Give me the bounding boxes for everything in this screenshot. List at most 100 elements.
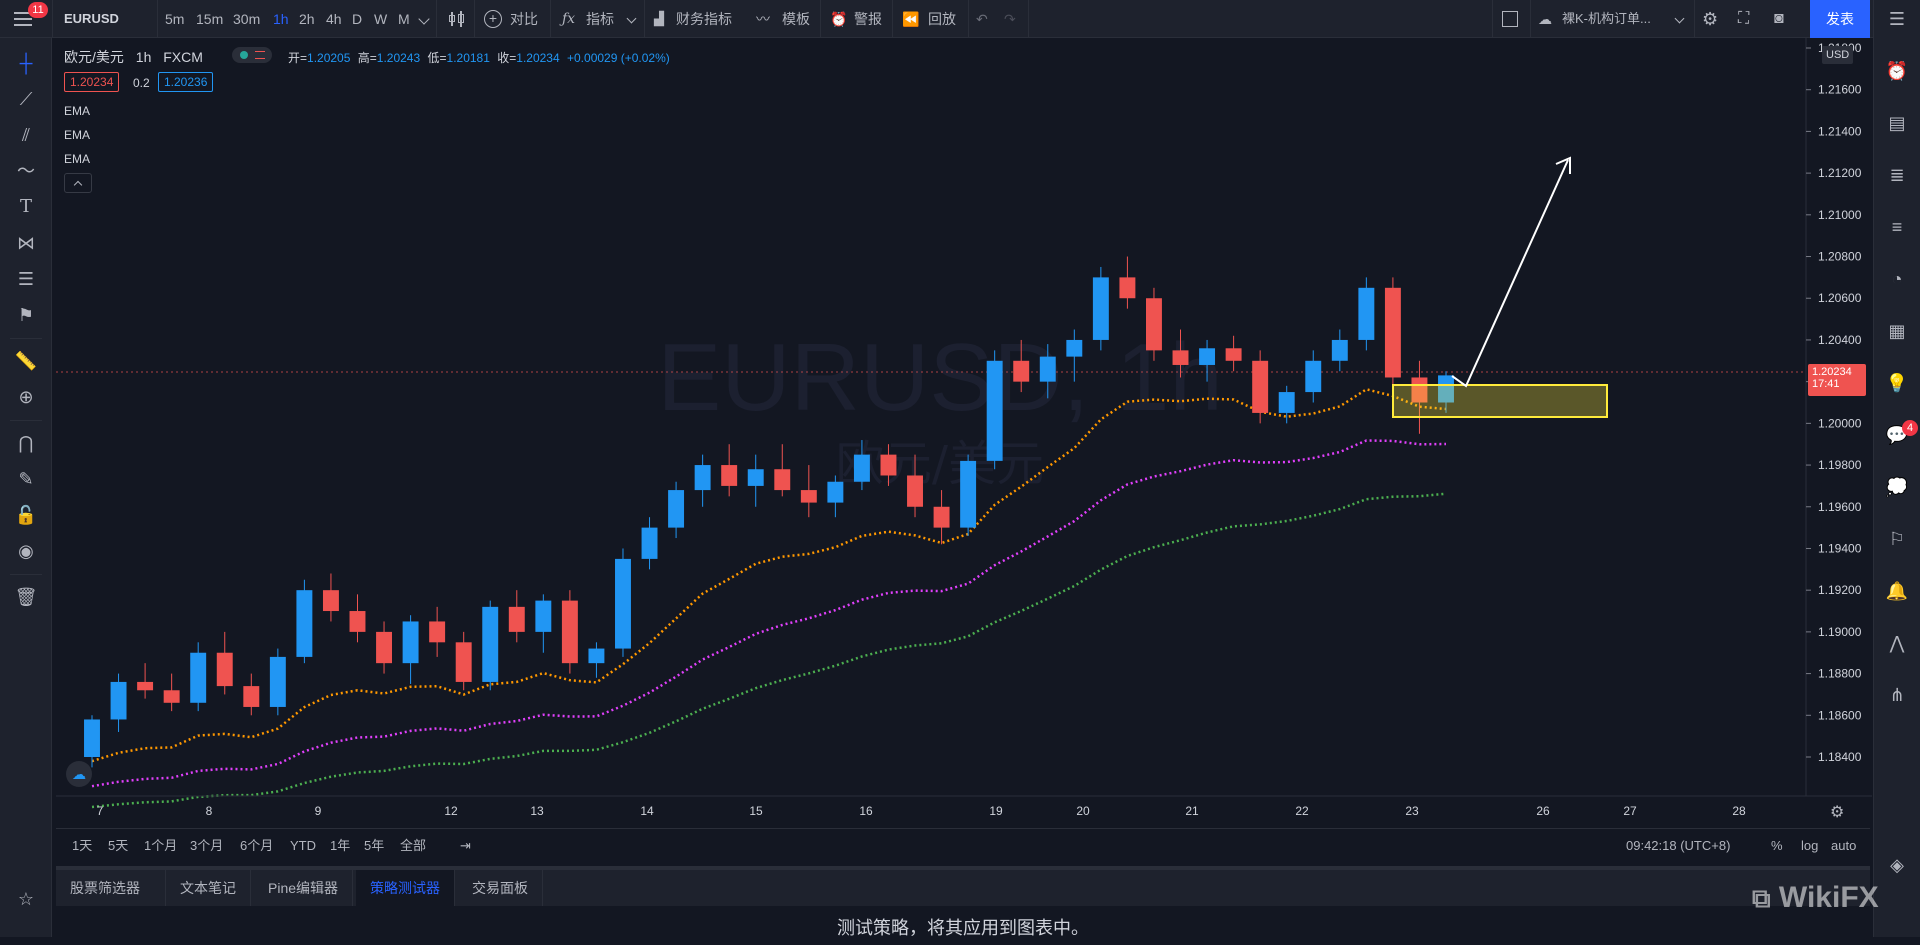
range-0[interactable]: 1天 <box>72 838 93 853</box>
hotlist-icon[interactable]: ≡ <box>1891 217 1903 237</box>
messages-icon[interactable]: 💭 <box>1885 477 1909 497</box>
tab-pine-editor[interactable]: Pine编辑器 <box>254 870 354 906</box>
gear-icon[interactable]: ⚙ <box>1702 9 1719 29</box>
menu-button[interactable] <box>14 10 34 28</box>
alert-button[interactable]: 警报 <box>854 11 882 27</box>
support-zone[interactable] <box>1392 384 1608 418</box>
timeframe-2h[interactable]: 2h <box>299 11 315 27</box>
ask-price[interactable]: 1.20236 <box>158 72 214 92</box>
tab-screener[interactable]: 股票筛选器 ⌄ <box>56 870 166 932</box>
compare-plus-icon[interactable]: + <box>484 10 502 28</box>
calendar-icon[interactable]: ▦ <box>1888 321 1906 341</box>
news-icon[interactable]: ▤ <box>1888 113 1906 133</box>
redo-icon[interactable]: ↷ <box>1004 11 1016 27</box>
layers-icon[interactable]: ◈ <box>1890 855 1904 875</box>
market-status-icon[interactable] <box>232 47 272 63</box>
lock-icon[interactable]: 🔓 <box>14 505 38 525</box>
auto-toggle[interactable]: auto <box>1831 838 1857 853</box>
timeframe-5m[interactable]: 5m <box>165 11 185 27</box>
financials-icon[interactable]: ▟ <box>654 11 664 26</box>
indicator-ema-3[interactable]: EMA <box>64 152 91 166</box>
ideas-icon[interactable]: ⚐ <box>1888 529 1906 549</box>
collapse-legend-button[interactable] <box>64 173 92 193</box>
pencil-lock-icon[interactable]: ✎ <box>18 469 34 489</box>
timeframe-M[interactable]: M <box>398 11 410 27</box>
templates-icon[interactable]: 〰 <box>756 11 770 27</box>
goto-date-icon[interactable]: ⇥ <box>460 838 471 853</box>
layout-name[interactable]: 裸K-机构订单... <box>1562 11 1651 26</box>
projection-arrow[interactable] <box>1451 159 1569 388</box>
templates-button[interactable]: 模板 <box>782 11 810 27</box>
ruler-icon[interactable]: 📏 <box>14 351 38 371</box>
undo-icon[interactable]: ↶ <box>976 11 988 27</box>
calendar-clock-icon[interactable]: ◔ <box>1891 269 1903 289</box>
eye-icon[interactable]: ◉ <box>18 541 34 561</box>
timeframe-W[interactable]: W <box>374 11 388 27</box>
fx-icon[interactable]: ƒx <box>562 11 576 27</box>
layout-square-icon[interactable] <box>1502 11 1518 27</box>
alarm-icon[interactable]: ⏰ <box>830 11 848 27</box>
timeframe-4h[interactable]: 4h <box>326 11 342 27</box>
tab-strategy-tester[interactable]: 策略测试器 <box>356 870 455 906</box>
icons-icon[interactable]: ⚑ <box>17 305 35 325</box>
chart-pattern-icon[interactable]: ⋀ <box>1889 633 1905 653</box>
publish-button[interactable]: 发表 <box>1810 0 1870 38</box>
range-6[interactable]: 1年 <box>330 838 351 853</box>
bid-price[interactable]: 1.20234 <box>64 72 120 92</box>
watchlist-icon[interactable]: ☰ <box>1888 9 1906 29</box>
legend-title[interactable]: 欧元/美元 <box>64 49 124 65</box>
zoom-icon[interactable]: ⊕ <box>18 387 34 407</box>
range-2[interactable]: 1个月 <box>144 838 178 853</box>
tab-notes[interactable]: 文本笔记 <box>166 870 251 906</box>
brush-icon[interactable]: 〜 <box>17 161 35 181</box>
range-4[interactable]: 6个月 <box>240 838 274 853</box>
log-toggle[interactable]: log <box>1801 838 1819 853</box>
financials-button[interactable]: 财务指标 <box>676 11 732 27</box>
indicators-button[interactable]: 指标 <box>586 11 614 27</box>
timeframe-15m[interactable]: 15m <box>196 11 224 27</box>
compare-button[interactable]: 对比 <box>510 11 538 27</box>
bell-icon[interactable]: 🔔 <box>1885 581 1909 601</box>
indicator-ema-2[interactable]: EMA <box>64 128 91 142</box>
crosshair-icon[interactable]: ┼ <box>19 53 33 73</box>
ema-line-3[interactable] <box>91 492 1447 809</box>
ema-line-2[interactable] <box>91 439 1447 788</box>
trash-icon[interactable]: 🗑 <box>14 587 38 607</box>
pitchfork-icon[interactable]: ⫽ <box>21 125 31 145</box>
text-icon[interactable]: T <box>19 196 32 217</box>
chevron-down-icon[interactable] <box>626 13 637 24</box>
ema-line-1[interactable] <box>91 387 1447 763</box>
chevron-down-icon[interactable] <box>418 13 430 25</box>
timeframe-30m[interactable]: 30m <box>233 11 261 27</box>
indicator-ema-1[interactable]: EMA <box>64 104 91 118</box>
trading-logo-icon[interactable]: ☁ <box>66 761 92 787</box>
symbol-search[interactable]: EURUSD <box>64 11 119 26</box>
connect-icon[interactable]: ⋔ <box>1889 685 1905 705</box>
star-icon[interactable]: ☆ <box>17 889 35 909</box>
percent-toggle[interactable]: % <box>1771 838 1783 853</box>
range-8[interactable]: 全部 <box>400 838 427 853</box>
range-7[interactable]: 5年 <box>364 838 385 853</box>
fullscreen-icon[interactable]: ⛶ <box>1738 10 1750 27</box>
trend-line-icon[interactable]: ⟋ <box>19 89 33 109</box>
timeframe-1h[interactable]: 1h <box>273 11 289 27</box>
clock[interactable]: 09:42:18 (UTC+8) <box>1626 838 1731 853</box>
range-3[interactable]: 3个月 <box>190 838 224 853</box>
range-1[interactable]: 5天 <box>108 838 129 853</box>
chart-settings-icon[interactable]: ⚙ <box>1830 804 1845 821</box>
pattern-icon[interactable]: ⋈ <box>17 233 35 253</box>
range-5[interactable]: YTD <box>290 838 316 853</box>
magnet-icon[interactable]: ⋂ <box>18 433 34 453</box>
candle-style-icon[interactable] <box>448 10 466 28</box>
lightbulb-icon[interactable]: 💡 <box>1885 373 1909 393</box>
tab-trading-panel[interactable]: 交易面板 <box>458 870 543 906</box>
camera-icon[interactable]: ◙ <box>1774 10 1784 27</box>
prediction-icon[interactable]: ☰ <box>17 269 35 289</box>
replay-icon[interactable]: ⏪ <box>902 11 920 27</box>
chevron-down-icon[interactable] <box>1674 13 1685 24</box>
timeframe-D[interactable]: D <box>352 11 363 27</box>
replay-button[interactable]: 回放 <box>928 11 956 27</box>
data-window-icon[interactable]: ≣ <box>1889 165 1905 185</box>
alarm-clock-icon[interactable]: ⏰ <box>1885 61 1909 81</box>
